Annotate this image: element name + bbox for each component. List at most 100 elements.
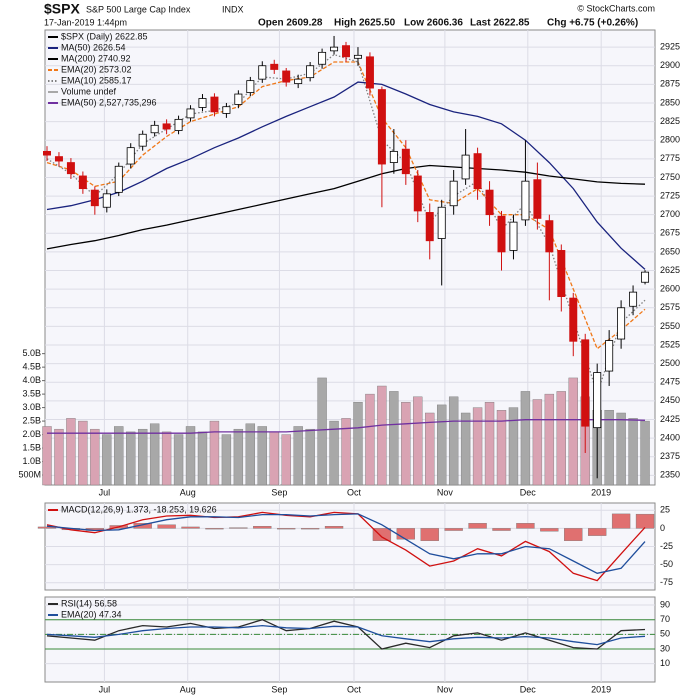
bar xyxy=(317,377,327,486)
bar xyxy=(300,528,320,530)
x-tick-label: Oct xyxy=(347,684,362,694)
bar xyxy=(269,431,279,486)
bar xyxy=(437,404,447,486)
y-tick-label: 2725 xyxy=(660,190,680,200)
candle-body xyxy=(126,147,135,165)
y2-tick-label: 5.0B xyxy=(22,348,41,358)
y-tick-label: 2550 xyxy=(660,321,680,331)
bar xyxy=(544,393,555,486)
bar xyxy=(420,528,439,541)
y2-tick-label: 1.5B xyxy=(22,442,41,452)
candle-body xyxy=(102,193,111,208)
y-tick-label: 2350 xyxy=(660,470,680,480)
bar xyxy=(324,526,344,529)
x-tick-label: Jul xyxy=(99,684,111,694)
y-tick-label: 2400 xyxy=(660,432,680,442)
bar xyxy=(161,431,172,486)
candle-body xyxy=(425,212,434,242)
bar xyxy=(484,401,495,486)
bar xyxy=(329,420,339,486)
y-tick-label: 2600 xyxy=(660,284,680,294)
candle-body xyxy=(617,307,626,340)
x-tick-label: 2019 xyxy=(591,487,611,497)
x-tick-label: Jul xyxy=(99,487,111,497)
bar xyxy=(205,528,224,530)
bar xyxy=(42,426,52,486)
bar xyxy=(532,399,543,486)
candle-body xyxy=(533,179,542,219)
candle-body xyxy=(162,123,171,130)
candle-body xyxy=(43,150,51,156)
legend-label: EMA(50) 2,527,735,296 xyxy=(61,97,157,107)
bar xyxy=(133,523,152,529)
bar xyxy=(173,434,184,486)
x-tick-label: Sep xyxy=(271,684,287,694)
candle-body xyxy=(114,165,123,193)
bar xyxy=(245,423,256,486)
quote-high: High 2625.50 xyxy=(334,18,396,29)
series-line xyxy=(46,619,646,650)
bar xyxy=(564,528,583,541)
date: 17-Jan-2019 1:44pm xyxy=(44,17,127,27)
series-line xyxy=(46,513,646,574)
quote-open: Open 2609.28 xyxy=(258,18,323,29)
x-tick-label: Nov xyxy=(437,684,454,694)
y2-tick-label: 4.0B xyxy=(22,375,41,385)
candle-body xyxy=(174,118,183,131)
x-tick-label: Nov xyxy=(437,487,454,497)
bar xyxy=(520,391,531,486)
candle-body xyxy=(365,56,374,89)
quote-last: Last 2622.85 xyxy=(470,18,530,29)
y-tick-label: 2750 xyxy=(660,172,680,182)
legend-label: EMA(20) 2573.02 xyxy=(61,64,132,74)
series-line xyxy=(47,419,646,434)
candle-body xyxy=(198,98,207,108)
candle-body xyxy=(318,51,327,65)
quote-change: Chg +6.75 (+0.26%) xyxy=(547,18,638,29)
bar xyxy=(616,412,626,486)
bar xyxy=(229,527,248,529)
bar xyxy=(413,396,423,486)
series-line xyxy=(46,164,646,250)
bar xyxy=(66,418,76,486)
bar xyxy=(78,420,88,486)
candle-body xyxy=(222,106,231,114)
bar xyxy=(257,426,267,486)
bar xyxy=(185,426,196,486)
candle-body xyxy=(54,156,63,162)
candle-body xyxy=(78,175,87,190)
y-tick-label: -50 xyxy=(660,559,673,569)
bar xyxy=(181,526,200,529)
legend-label: MA(200) 2740.92 xyxy=(61,53,131,63)
candle-body xyxy=(282,70,291,83)
candle-body xyxy=(473,153,482,190)
bar xyxy=(492,528,511,531)
candle-body xyxy=(306,65,315,79)
candle-body xyxy=(150,124,159,134)
bar xyxy=(341,418,351,486)
candle-body xyxy=(641,271,650,283)
candle-body xyxy=(461,154,470,180)
candle-body xyxy=(485,189,494,216)
bar xyxy=(401,401,411,486)
chart-title: $SPX xyxy=(44,1,80,17)
y2-tick-label: 2.0B xyxy=(22,429,41,439)
y-tick-label: 10 xyxy=(660,658,670,668)
bar xyxy=(372,528,392,541)
candle-body xyxy=(234,93,243,105)
y2-tick-label: 3.0B xyxy=(22,402,41,412)
bar xyxy=(149,423,160,486)
legend-label: Volume undef xyxy=(61,86,117,96)
bar xyxy=(209,420,220,486)
bar xyxy=(305,428,315,486)
y-tick-label: 2700 xyxy=(660,209,680,219)
y-tick-label: 2625 xyxy=(660,265,680,275)
candle-body xyxy=(186,108,195,119)
candle-body xyxy=(210,96,219,113)
bar xyxy=(389,391,399,486)
candle-body xyxy=(377,89,386,165)
y-tick-label: 2500 xyxy=(660,358,680,368)
legend-label: MACD(12,26,9) 1.373, -18.253, 19.626 xyxy=(61,504,217,514)
legend-label: $SPX (Daily) 2622.85 xyxy=(61,31,148,41)
candle-body xyxy=(353,54,362,59)
